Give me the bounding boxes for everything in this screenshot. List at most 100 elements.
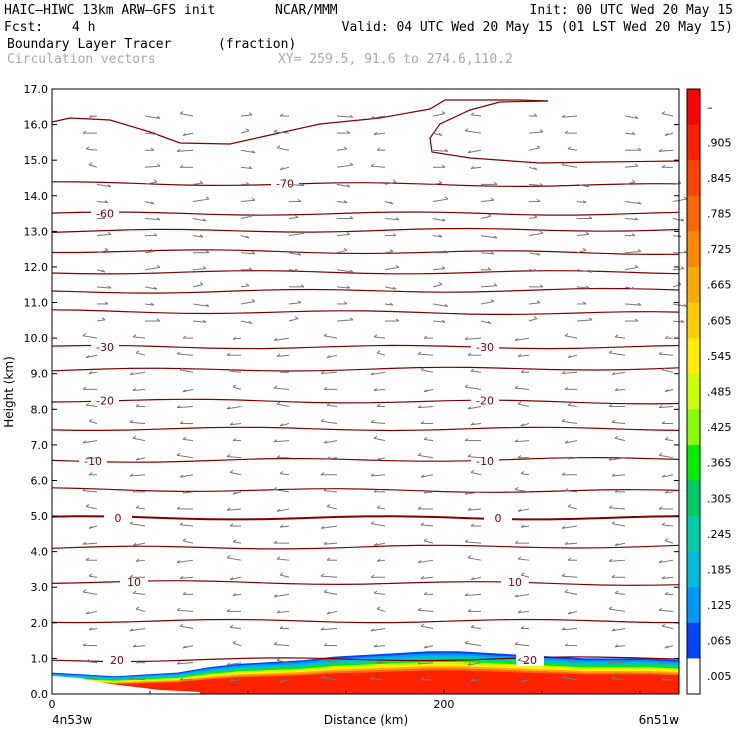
vector-arrow-head [420,421,425,424]
vector-arrow-head [680,319,685,323]
vector-arrow-head [279,113,284,117]
vector-arrow-head [101,269,106,273]
vector-arrow-head [205,196,210,200]
vector-arrow [129,371,146,376]
y-tick-label: 17.0 [24,83,49,96]
vector-arrow [320,371,338,374]
vector-arrow [192,235,204,238]
vector-arrow [464,593,482,597]
vector-arrow-head [273,385,278,389]
vector-arrow-head [395,264,400,268]
vector-arrow-head [680,218,685,222]
vector-arrow [432,149,449,152]
vector-arrow-head [82,643,87,647]
vector-arrow-head [417,405,422,409]
vector-arrow [528,147,541,151]
vector-arrow [664,491,674,494]
vector-arrow [672,283,682,288]
vector-arrow-head [611,372,616,376]
vector-arrow [232,593,242,597]
vector-arrow-head [323,386,328,390]
vector-arrow-head [150,147,155,151]
vector-arrow [229,626,242,630]
vector-arrow [467,149,482,154]
vector-arrow [320,575,338,578]
y-tick-label: 14.0 [24,190,49,203]
vector-arrow [480,199,495,202]
vector-arrow [88,575,98,578]
vector-arrow-head [464,640,469,644]
vector-arrow [226,557,242,561]
fcst-value: 4 h [72,20,95,35]
vector-arrow-head [464,128,469,132]
vector-arrow-head [229,678,234,682]
vector-arrow-head [664,133,669,136]
vector-arrow-head [349,216,354,219]
y-tick-label: 6.0 [31,474,49,487]
vector-arrow-head [251,299,256,302]
vector-arrow-head [202,266,207,269]
vector-arrow-head [514,439,519,443]
colorbar-segment [687,587,700,624]
vector-arrow-head [661,623,666,627]
vector-arrow-head [564,333,569,337]
vector-arrow [326,610,338,615]
vector-arrow-head [88,525,93,529]
tracer-gap [52,676,200,694]
vector-arrow [276,558,290,561]
vector-arrow-head [88,573,93,577]
vector-arrow-head [376,606,381,610]
vector-arrow-head [248,112,253,116]
vector-arrow [514,488,530,493]
vector-arrow [480,320,492,324]
vector-arrow [232,541,242,544]
vector-arrow-head [608,403,613,407]
vector-arrow-head [376,660,381,664]
vector-arrow [336,148,348,151]
vector-arrow-head [373,590,378,594]
vector-arrow-head [82,440,87,444]
vector-arrow-head [326,456,331,460]
vector-arrow-head [664,591,669,595]
vector-arrow-head [276,145,281,149]
vector-arrow [279,679,290,683]
vector-arrow-head [179,623,184,627]
vector-arrow-head [273,338,278,341]
vector-arrow-head [279,679,284,683]
plot-frame [51,88,680,695]
vector-arrow [480,235,498,239]
vector-arrow-head [588,216,593,219]
vector-arrow-head [423,645,428,649]
contour-label-bg [271,177,299,190]
vector-arrow-head [182,490,187,494]
vector-arrow-head [611,574,616,578]
vector-arrow-head [423,389,428,393]
vector-arrow [423,388,434,393]
vector-arrow-head [441,111,446,115]
vector-arrow-head [561,162,566,166]
vector-arrow-head [182,436,187,440]
vector-arrow-head [320,627,325,631]
vector-arrow-head [202,319,207,323]
colorbar-segment [687,338,700,375]
contour-line [51,227,680,233]
vector-arrow [273,131,290,134]
vector-arrow-head [567,456,572,460]
vector-arrow-head [297,198,302,202]
vector-arrow-head [561,114,566,118]
vector-arrow [279,166,290,171]
vector-arrow-head [517,556,522,560]
vector-arrow [176,662,194,665]
vector-arrow [470,471,482,476]
vector-arrow [192,320,207,323]
vector-arrow [514,643,530,647]
contour-line [51,287,680,294]
vector-arrow [464,491,482,495]
contour-line [51,211,680,216]
vector-arrow [567,660,578,664]
vector-arrow [517,659,530,664]
y-axis: 0.0 1.0 2.0 3.0 4.0 5.0 6.0 7.0 8.0 9.0 10.0 11.0 12… [24,83,679,701]
vector-arrow-head [561,573,566,577]
vector-arrow [144,286,158,290]
vector-arrow [276,354,290,357]
